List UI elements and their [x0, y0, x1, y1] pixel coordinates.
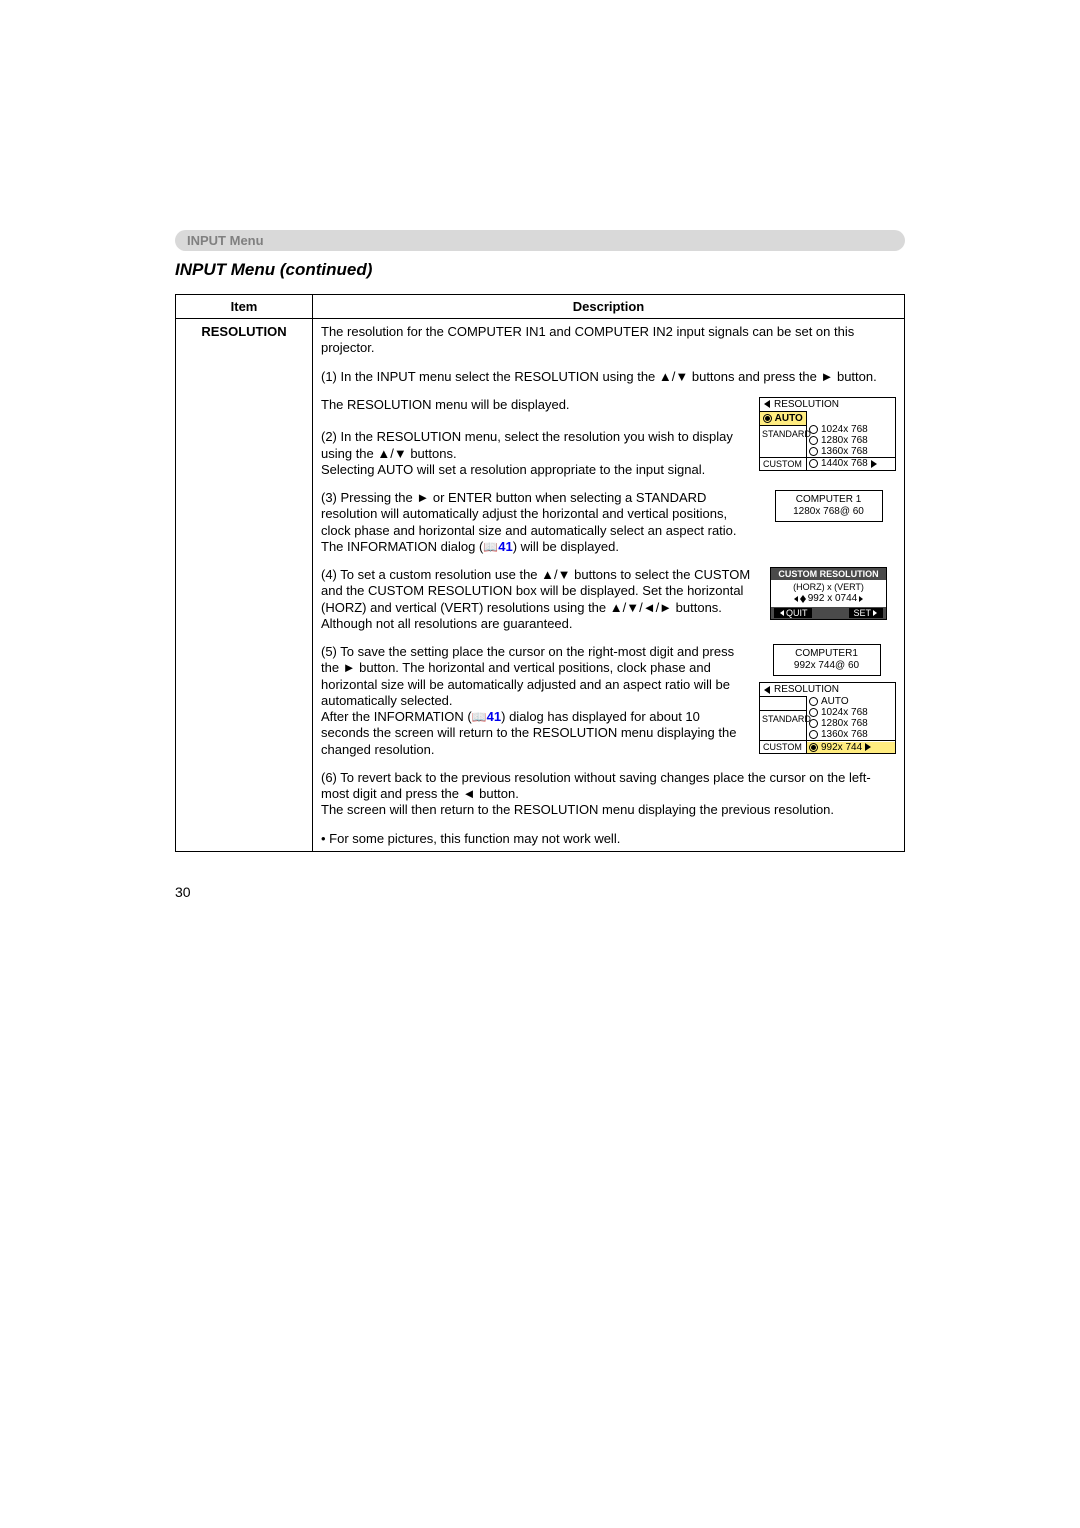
menu1-opt-0: 1024x 768: [821, 424, 868, 435]
col-item: Item: [176, 295, 313, 319]
info2-line2: 992x 744@ 60: [782, 660, 872, 672]
menu2-custom-val: 992x 744: [821, 742, 862, 753]
info1-line1: COMPUTER 1: [784, 494, 874, 506]
step-1a: (1) In the INPUT menu select the RESOLUT…: [321, 369, 896, 385]
step-6: (6) To revert back to the previous resol…: [321, 770, 896, 803]
note: • For some pictures, this function may n…: [321, 831, 896, 846]
triangle-right-icon: [859, 596, 863, 602]
triangle-left-icon: [794, 596, 798, 602]
resolution-menu-2: RESOLUTION STANDARD AUTO 1024x 768: [759, 682, 896, 754]
step-2: (2) In the RESOLUTION menu, select the r…: [321, 429, 749, 462]
crbox-set: SET: [851, 608, 873, 618]
info-box-1: COMPUTER 1 1280x 768@ 60: [775, 490, 883, 522]
resolution-menu-1: RESOLUTION AUTO STANDARD 1024x 768 1280x…: [759, 397, 896, 471]
book-icon: 📖: [472, 710, 487, 724]
crbox-title: CUSTOM RESOLUTION: [771, 568, 886, 580]
triangle-left-icon: [764, 686, 770, 694]
menu2-opt-1: 1280x 768: [821, 718, 868, 729]
menu1-opt-1: 1280x 768: [821, 435, 868, 446]
ref-41-b: 41: [487, 709, 501, 724]
menu2-custom: CUSTOM: [760, 741, 807, 753]
step-5a: (5) To save the setting place the cursor…: [321, 644, 734, 708]
step-3b-pre: The INFORMATION dialog (: [321, 539, 483, 554]
step-6b: The screen will then return to the RESOL…: [321, 802, 896, 818]
crbox-val: 992 x 0744: [808, 593, 858, 605]
info-box-2: COMPUTER1 992x 744@ 60: [773, 644, 881, 676]
info2-line1: COMPUTER1: [782, 648, 872, 660]
menu1-custom: CUSTOM: [760, 458, 807, 470]
triangle-left-icon: [764, 400, 770, 408]
crbox-quit: QUIT: [784, 608, 810, 618]
intro-text: The resolution for the COMPUTER IN1 and …: [321, 324, 896, 357]
step-1b: The RESOLUTION menu will be displayed.: [321, 397, 749, 413]
section-title: INPUT Menu (continued): [175, 260, 905, 280]
triangle-right-icon: [865, 743, 871, 751]
menu2-opt-0: 1024x 768: [821, 707, 868, 718]
resolution-table: Item Description RESOLUTION The resoluti…: [175, 294, 905, 852]
menu2-title: RESOLUTION: [774, 684, 839, 695]
book-icon: 📖: [483, 540, 498, 554]
step-4: (4) To set a custom resolution use the ▲…: [321, 567, 751, 616]
desc-cell: The resolution for the COMPUTER IN1 and …: [313, 319, 905, 852]
page-number: 30: [175, 884, 905, 900]
menu1-auto: AUTO: [775, 413, 803, 424]
triangle-right-icon: [871, 460, 877, 468]
menu1-standard: STANDARD: [762, 429, 811, 439]
menu-pill: INPUT Menu: [175, 230, 905, 251]
step-5b-pre: After the INFORMATION (: [321, 709, 472, 724]
custom-resolution-box: CUSTOM RESOLUTION (HORZ) x (VERT) 992 x …: [770, 567, 887, 620]
menu2-standard: STANDARD: [762, 714, 811, 724]
info1-line2: 1280x 768@ 60: [784, 506, 874, 518]
menu2-auto: AUTO: [821, 696, 849, 707]
step-4b: Although not all resolutions are guarant…: [321, 616, 751, 632]
menu2-opt-2: 1360x 768: [821, 729, 868, 740]
step-3b-post: ) will be displayed.: [513, 539, 619, 554]
step-2b: Selecting AUTO will set a resolution app…: [321, 462, 749, 478]
crbox-subtitle: (HORZ) x (VERT): [771, 582, 886, 593]
col-desc: Description: [313, 295, 905, 319]
step-3a: (3) Pressing the ► or ENTER button when …: [321, 490, 737, 538]
menu1-title: RESOLUTION: [774, 399, 839, 410]
menu1-custom-val: 1440x 768: [821, 458, 868, 469]
ref-41-a: 41: [498, 539, 512, 554]
item-cell: RESOLUTION: [176, 319, 313, 852]
menu1-opt-2: 1360x 768: [821, 446, 868, 457]
